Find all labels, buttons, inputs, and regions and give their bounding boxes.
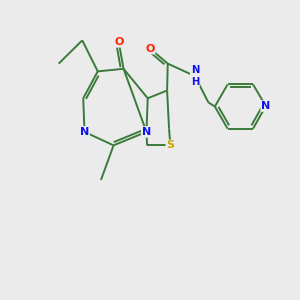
Text: N: N	[142, 127, 151, 137]
Text: N: N	[261, 101, 270, 111]
Text: O: O	[114, 37, 123, 47]
Text: S: S	[166, 140, 174, 150]
Text: O: O	[145, 44, 155, 54]
Text: N
H: N H	[191, 65, 199, 87]
Text: N: N	[80, 127, 89, 137]
